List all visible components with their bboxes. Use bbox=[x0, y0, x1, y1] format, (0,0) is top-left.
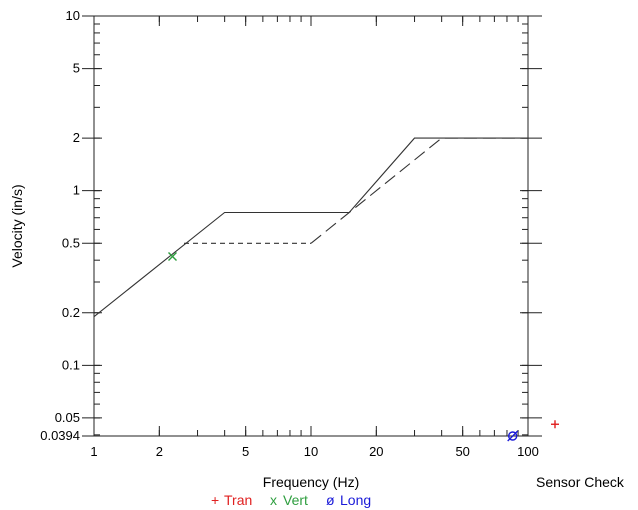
y-axis-title: Velocity (in/s) bbox=[9, 184, 25, 267]
x-tick-label: 50 bbox=[455, 444, 469, 459]
legend-tran-label: Tran bbox=[224, 492, 252, 508]
x-tick-label: 20 bbox=[369, 444, 383, 459]
y-tick-label: 1 bbox=[73, 183, 80, 198]
sensor-check-label: Sensor Check bbox=[536, 474, 625, 490]
legend-tran-symbol: + bbox=[211, 492, 219, 508]
marker-long bbox=[507, 430, 519, 442]
y-tick-label: 0.0394 bbox=[40, 428, 80, 443]
sensor-check-tran-marker bbox=[551, 420, 559, 429]
y-tick-label: 0.5 bbox=[62, 235, 80, 250]
tick-labels: 1 2 5 10 20 50 100 10 5 2 1 0.5 0.2 0.1 0.05 0.0394 bbox=[40, 8, 539, 459]
series-line-long-dash bbox=[310, 137, 528, 244]
x-tick-label: 5 bbox=[242, 444, 249, 459]
marker-long-circle bbox=[507, 431, 518, 441]
y-tick-label: 2 bbox=[73, 130, 80, 145]
marker-long-slash bbox=[507, 430, 519, 442]
y-tick-label: 10 bbox=[66, 8, 80, 23]
x-tick-label: 10 bbox=[304, 444, 318, 459]
x-tick-label: 2 bbox=[156, 444, 163, 459]
marker-vert-stroke bbox=[167, 251, 177, 261]
y-tick-label: 5 bbox=[73, 61, 80, 76]
y-tick-label: 0.2 bbox=[62, 305, 80, 320]
legend-long-label: Long bbox=[340, 492, 371, 508]
plot-frame bbox=[93, 15, 529, 437]
marker-vert bbox=[167, 251, 177, 261]
legend-vert-label: Vert bbox=[283, 492, 308, 508]
series-line-solid bbox=[93, 137, 528, 318]
x-tick-label: 100 bbox=[517, 444, 539, 459]
tick-marks bbox=[82, 15, 542, 437]
x-axis-title: Frequency (Hz) bbox=[263, 474, 359, 490]
series-layer bbox=[93, 137, 559, 442]
y-tick-label: 0.1 bbox=[62, 357, 80, 372]
legend-long-symbol: ø bbox=[326, 492, 335, 508]
y-tick-label: 0.05 bbox=[55, 410, 80, 425]
legend-vert-symbol: x bbox=[270, 492, 277, 508]
x-tick-label: 1 bbox=[90, 444, 97, 459]
legend: + Tran x Vert ø Long bbox=[211, 492, 371, 508]
